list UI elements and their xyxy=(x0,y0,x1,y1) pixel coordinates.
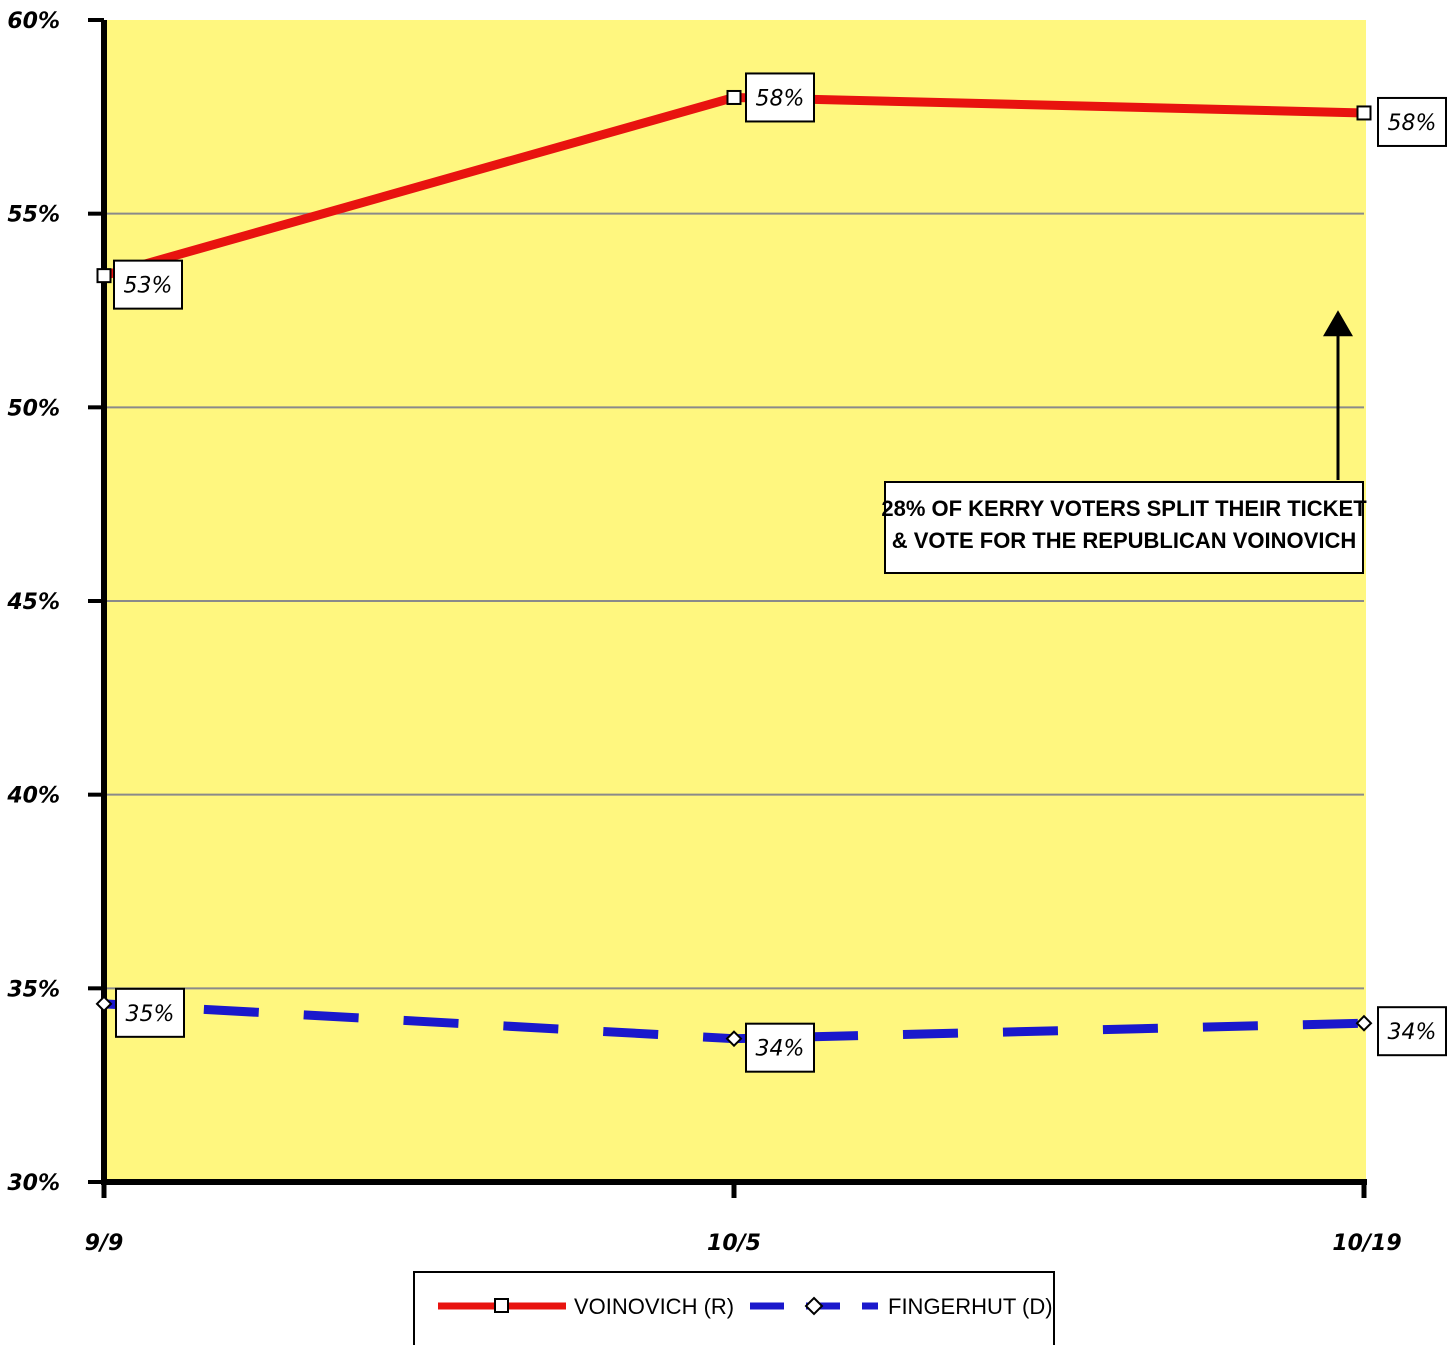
gridlines xyxy=(104,212,1364,990)
y-axis: 30% 35% 40% 45% 50% 55% 60% xyxy=(6,9,107,1196)
y-tick-label: 40% xyxy=(6,784,60,809)
data-label: 34% xyxy=(1388,1020,1437,1045)
data-label-box xyxy=(1377,96,1447,147)
y-tick-label: 55% xyxy=(7,203,60,228)
y-tick-label: 50% xyxy=(7,396,60,421)
data-label-box xyxy=(745,72,815,123)
legend-voinovich-label: VOINOVICH (R) xyxy=(574,1294,734,1319)
data-point xyxy=(1356,105,1372,121)
series-layer: 53% 58% 58% 35% 34% 34% xyxy=(95,72,1447,1073)
x-axis: 9/9 10/5 10/19 xyxy=(85,1179,1402,1256)
data-label: 35% xyxy=(126,1002,175,1027)
y-tick-label: 35% xyxy=(7,977,60,1002)
x-tick-label: 10/19 xyxy=(1332,1231,1401,1256)
data-label: 58% xyxy=(756,86,805,111)
data-label-box xyxy=(113,259,183,310)
legend-fingerhut-label: FINGERHUT (D) xyxy=(888,1294,1053,1319)
x-tick-label: 9/9 xyxy=(85,1231,124,1256)
legend: VOINOVICH (R) FINGERHUT (D) xyxy=(413,1271,1055,1345)
data-label-box xyxy=(745,1022,815,1073)
data-point xyxy=(725,1030,743,1048)
data-point xyxy=(726,89,742,105)
legend-voinovich-marker xyxy=(494,1298,509,1313)
annotation-box xyxy=(884,481,1364,574)
data-point xyxy=(96,268,112,284)
data-label-box xyxy=(1377,1006,1447,1057)
y-tick-label: 30% xyxy=(7,1171,60,1196)
legend-fingerhut-marker xyxy=(804,1296,824,1316)
y-tick-label: 45% xyxy=(6,590,60,615)
data-label: 58% xyxy=(1388,111,1437,136)
data-label-box xyxy=(115,987,185,1038)
data-label: 53% xyxy=(124,274,173,299)
y-tick-label: 60% xyxy=(7,9,60,34)
x-tick-label: 10/5 xyxy=(707,1231,761,1256)
annotation-line-1: 28% OF KERRY VOTERS SPLIT THEIR TICKET xyxy=(881,496,1367,521)
annotation: 28% OF KERRY VOTERS SPLIT THEIR TICKET &… xyxy=(881,310,1367,574)
data-label: 34% xyxy=(756,1037,805,1062)
data-point xyxy=(95,995,113,1013)
annotation-line-2: & VOTE FOR THE REPUBLICAN VOINOVICH xyxy=(892,528,1356,553)
annotation-arrow-head xyxy=(1323,310,1353,337)
data-point xyxy=(1355,1014,1373,1032)
